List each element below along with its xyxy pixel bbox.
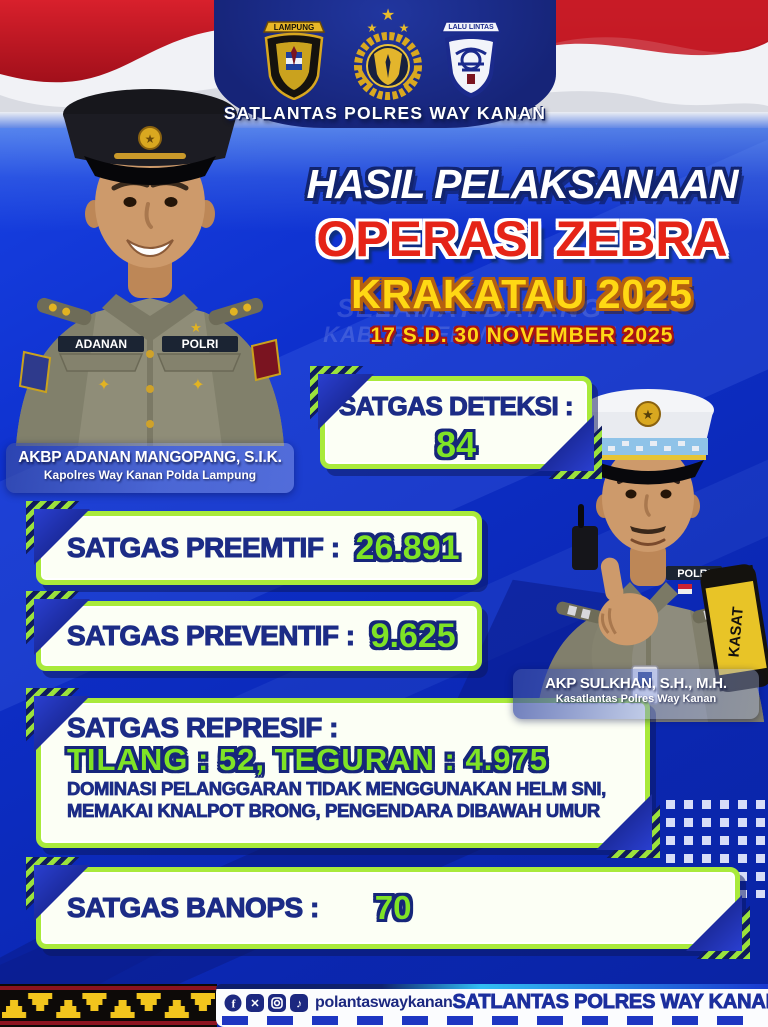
stat-box-deteksi: SATGAS DETEKSI : 84 xyxy=(310,366,592,469)
stat-box-banops: SATGAS BANOPS : 70 xyxy=(26,857,742,951)
stat-box-represif: SATGAS REPRESIF : TILANG : 52, TEGURAN :… xyxy=(26,688,650,848)
left-officer-agency-tape: POLRI xyxy=(182,337,219,351)
right-officer-title: Kasatlantas Polres Way Kanan xyxy=(555,693,717,705)
represif-label: SATGAS REPRESIF : xyxy=(66,712,339,743)
watermark-line1: SELAMAT DATANG xyxy=(336,293,604,323)
represif-value-line: TILANG : 52, TEGURAN : 4.975 xyxy=(67,742,549,778)
title-line2: OPERASI ZEBRA xyxy=(316,211,728,267)
facebook-icon: f xyxy=(224,994,242,1011)
title-line1: HASIL PELAKSANAAN xyxy=(306,161,739,207)
polri-logo: ★ ★ ★ xyxy=(354,7,422,100)
svg-text:★: ★ xyxy=(190,320,202,335)
represif-note-line2: MEMAKAI KNALPOT BRONG, PENGENDARA DIBAWA… xyxy=(67,799,601,821)
corner-decoration xyxy=(686,895,742,951)
deteksi-value: 84 xyxy=(435,424,477,465)
left-officer-title: Kapolres Way Kanan Polda Lampung xyxy=(43,468,257,482)
left-officer-name: AKBP ADANAN MANGOPANG, S.I.K. xyxy=(18,449,282,466)
background-watermark: SELAMAT DATANG KABUPATEN WAY KANAN xyxy=(290,294,650,347)
lalu-lintas-logo: LALU LINTAS xyxy=(440,21,502,98)
lampung-banner-label: LAMPUNG xyxy=(274,23,314,32)
lalu-lintas-banner-label: LALU LINTAS xyxy=(448,24,494,31)
stat-box-preventif: SATGAS PREVENTIF : 9.625 xyxy=(26,591,482,671)
svg-text:★: ★ xyxy=(367,21,378,35)
footer-dashed-line xyxy=(222,1016,762,1025)
left-officer-namebar: AKBP ADANAN MANGOPANG, S.I.K. Kapolres W… xyxy=(6,443,294,493)
deteksi-label: SATGAS DETEKSI : xyxy=(338,390,574,421)
svg-text:✕: ✕ xyxy=(250,998,259,1010)
svg-text:★: ★ xyxy=(642,407,654,422)
svg-text:✦: ✦ xyxy=(191,377,204,394)
social-handle: polantaswaykanan xyxy=(315,993,453,1011)
preemtif-label: SATGAS PREEMTIF : xyxy=(66,531,340,563)
svg-text:♪: ♪ xyxy=(296,996,302,1010)
right-officer-name: AKP SULKHAN, S.H., M.H. xyxy=(545,675,727,692)
x-icon: ✕ xyxy=(246,993,264,1012)
svg-text:★: ★ xyxy=(145,132,156,146)
footer-bar: f ✕ ♪ polantaswaykanan SATLANTAS POLRES … xyxy=(216,984,768,1027)
social-icons: f ✕ ♪ xyxy=(224,993,308,1012)
instagram-icon xyxy=(268,993,286,1012)
preemtif-value: 26.891 xyxy=(355,528,460,567)
header-org-title: SATLANTAS POLRES WAY KANAN xyxy=(223,103,547,123)
svg-text:f: f xyxy=(232,996,237,1010)
title-line3: KRAKATAU 2025 xyxy=(351,271,693,317)
right-officer-armband-label: KASAT xyxy=(726,606,747,658)
banops-value: 70 xyxy=(374,889,412,926)
represif-note-line1: DOMINASI PELANGGARAN TIDAK MENGGUNAKAN H… xyxy=(67,778,607,800)
preventif-value: 9.625 xyxy=(370,616,456,655)
title-block: HASIL PELAKSANAAN OPERASI ZEBRA KRAKATAU… xyxy=(290,161,754,347)
stat-box-preemtif: SATGAS PREEMTIF : 26.891 xyxy=(26,501,482,585)
svg-text:★: ★ xyxy=(381,7,395,24)
lampung-police-logo: LAMPUNG xyxy=(262,21,326,100)
preventif-label: SATGAS PREVENTIF : xyxy=(66,619,355,651)
officer-photo-kapolres: ★ ADANAN POLRI ★ ✦ ✦ xyxy=(16,89,284,446)
footer-gradient-strip xyxy=(216,984,768,989)
title-period: 17 S.D. 30 NOVEMBER 2025 xyxy=(370,324,674,347)
tiktok-icon: ♪ xyxy=(290,993,308,1012)
footer-org-title: SATLANTAS POLRES WAY KANAN xyxy=(452,991,768,1014)
svg-text:★: ★ xyxy=(399,21,410,35)
right-officer-namebar: AKP SULKHAN, S.H., M.H. Kasatlantas Polr… xyxy=(513,669,759,719)
left-officer-name-tape: ADANAN xyxy=(75,337,127,351)
banops-label: SATGAS BANOPS : xyxy=(66,891,319,923)
tapis-weave-pattern xyxy=(0,984,217,1027)
svg-text:✦: ✦ xyxy=(97,377,110,394)
watermark-line2: KABUPATEN WAY KANAN xyxy=(323,321,617,347)
